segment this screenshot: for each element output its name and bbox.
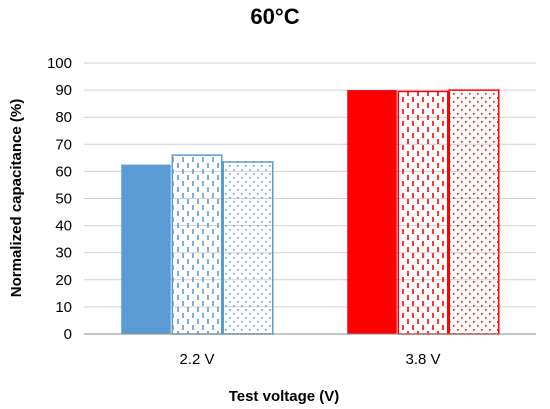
y-tick-label: 100 — [47, 55, 72, 72]
chart-title: 60°C — [250, 4, 299, 29]
x-axis-title: Test voltage (V) — [229, 388, 340, 405]
bar-1-2 — [171, 154, 223, 335]
y-tick-label: 80 — [55, 109, 72, 126]
y-tick-label: 10 — [55, 299, 72, 316]
bar-2-3 — [448, 89, 500, 335]
y-tick-label: 70 — [55, 136, 72, 153]
y-tick-label: 0 — [64, 326, 72, 343]
y-tick-label: 50 — [55, 191, 72, 208]
x-category-label: 2.2 V — [179, 351, 214, 368]
x-category-label: 3.8 V — [405, 351, 440, 368]
y-tick-label: 60 — [55, 163, 72, 180]
bar-1-3 — [222, 161, 274, 335]
y-tick-label: 90 — [55, 82, 72, 99]
bar-2-2 — [397, 90, 449, 335]
bar-1-1 — [121, 164, 171, 334]
x-category-labels: 2.2 V 3.8 V — [179, 351, 440, 368]
bars — [121, 89, 500, 335]
bar-2-1 — [347, 90, 397, 334]
y-axis-title: Normalized capacitance (%) — [8, 99, 25, 297]
y-tick-label: 30 — [55, 245, 72, 262]
y-tick-label: 40 — [55, 218, 72, 235]
y-tick-label: 20 — [55, 272, 72, 289]
y-tick-labels: 0 10 20 30 40 50 60 70 80 90 100 — [47, 55, 72, 343]
